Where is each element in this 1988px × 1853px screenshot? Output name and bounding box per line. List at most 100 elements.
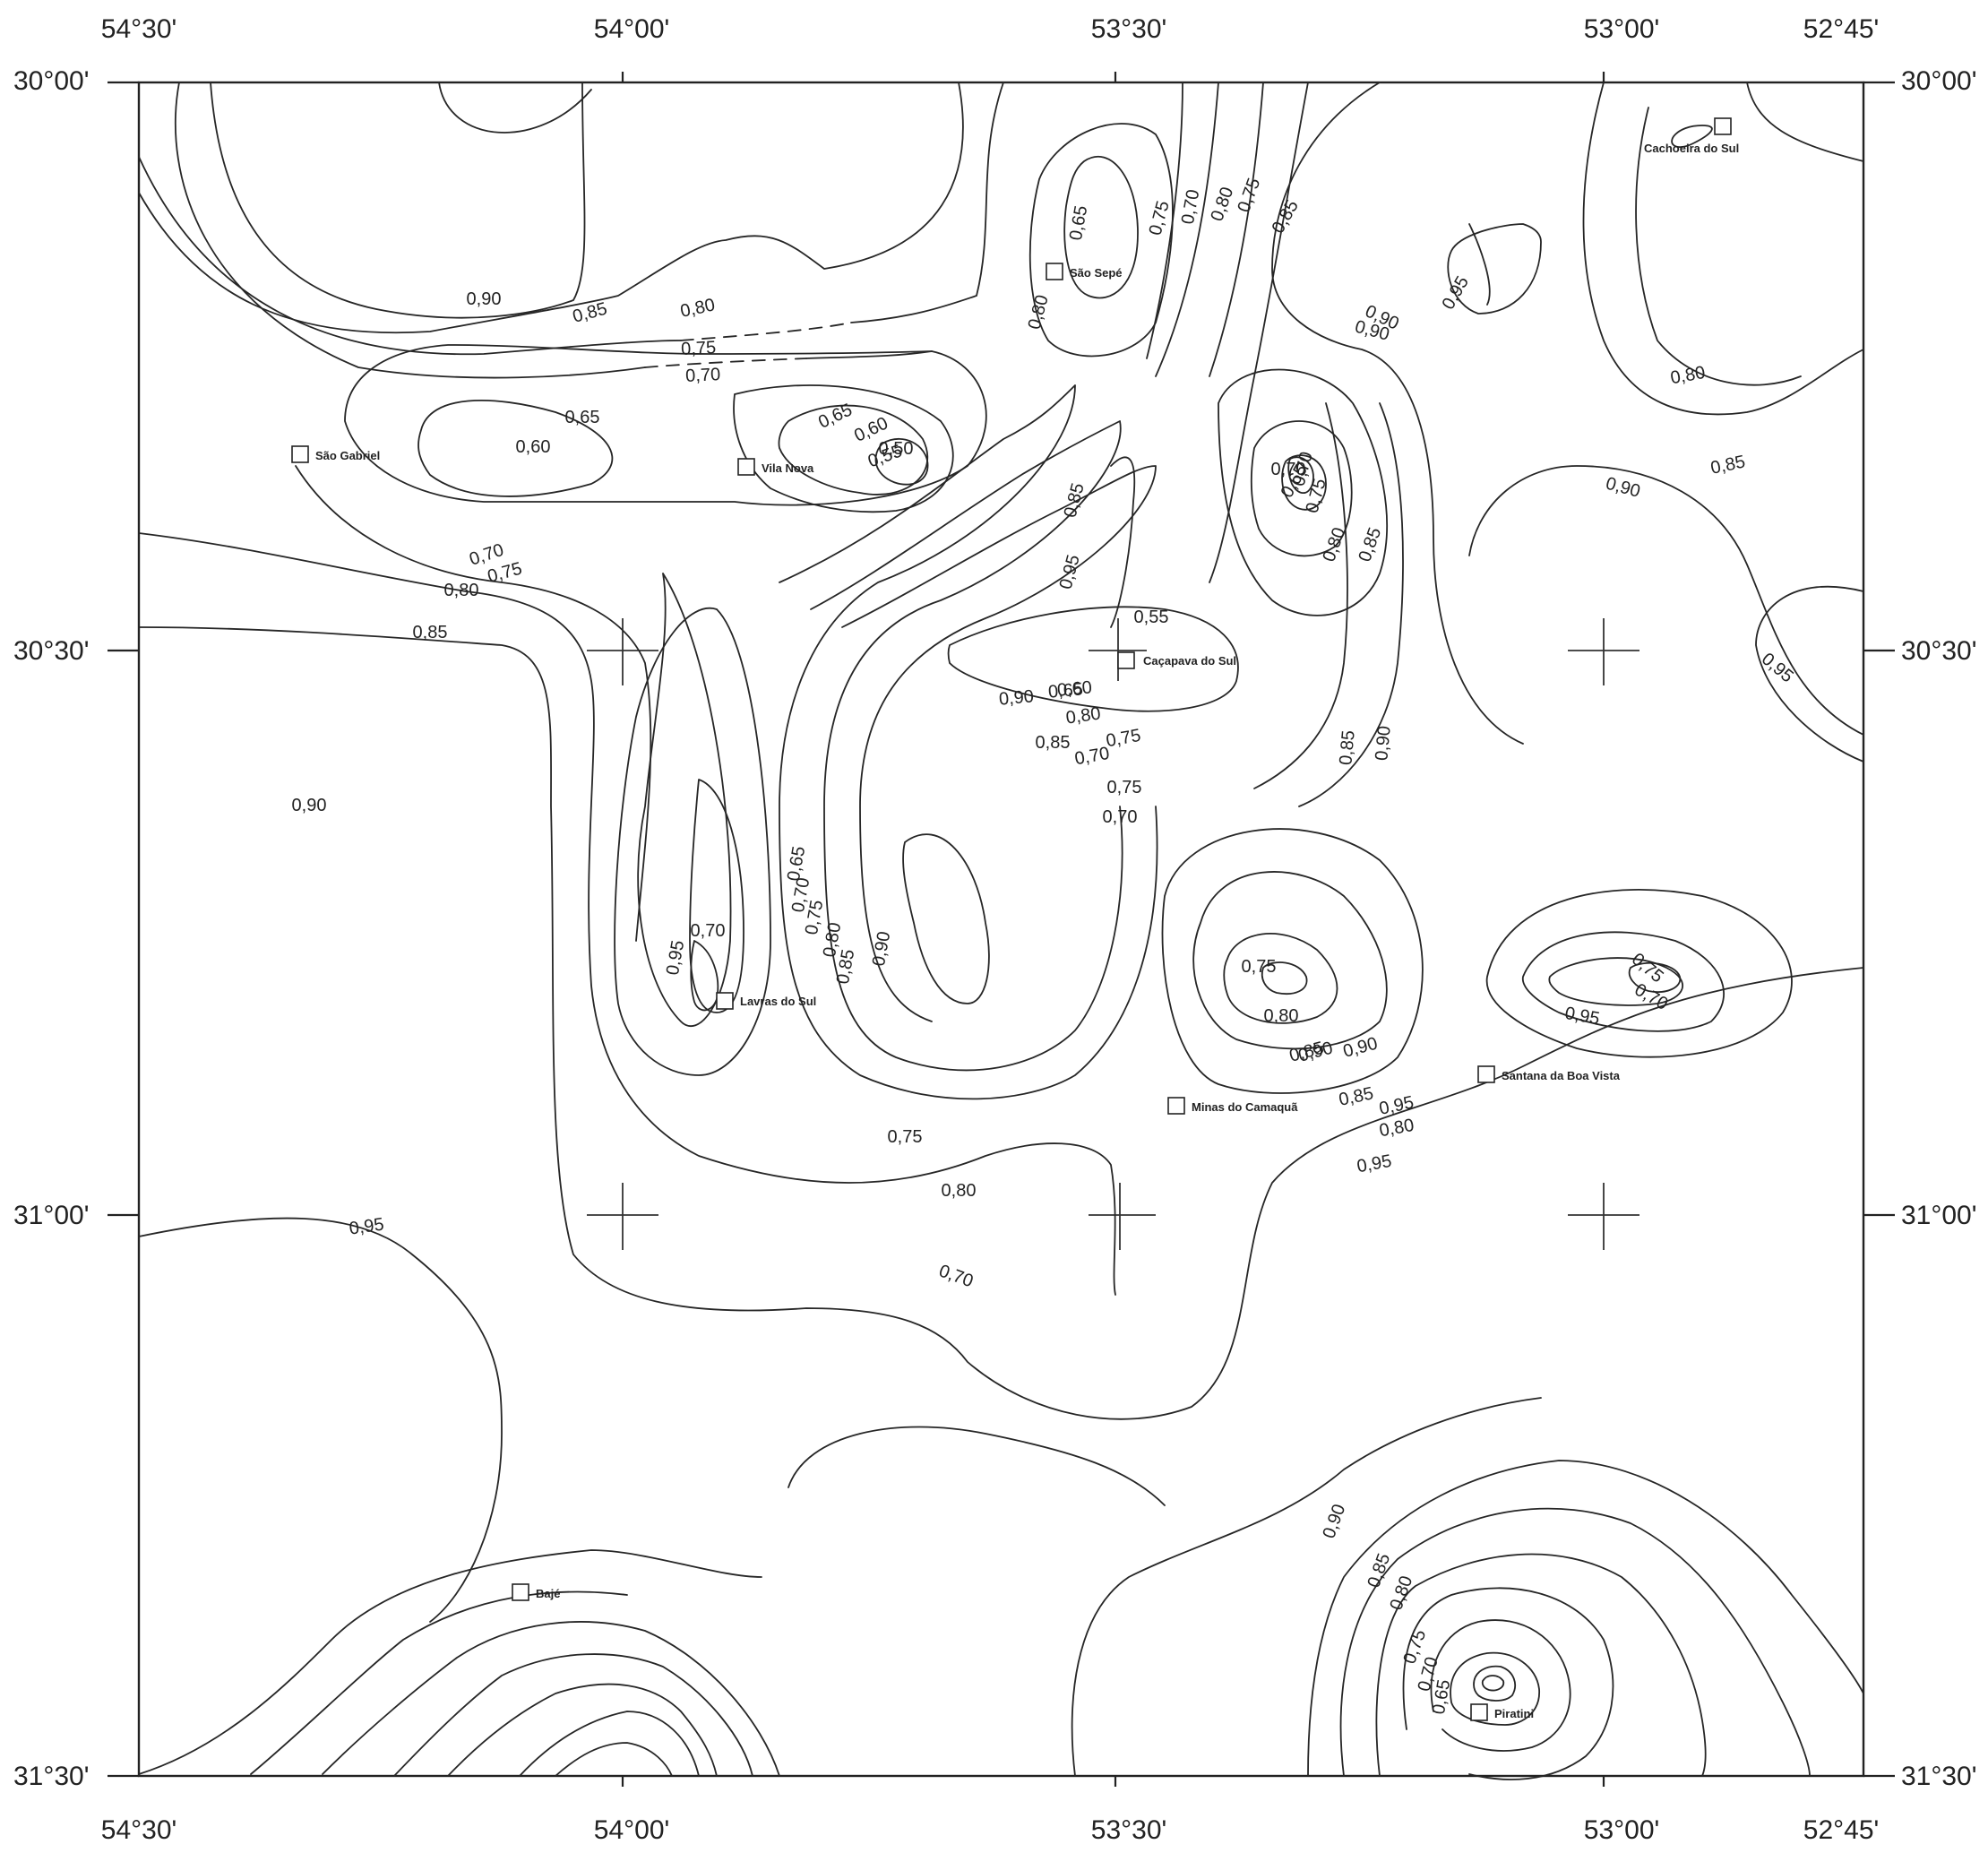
lat-label-right: 30°00' (1901, 66, 1976, 96)
contour-value-label: 0,70 (1073, 744, 1111, 769)
contour-value-label: 0,90 (998, 686, 1035, 709)
contour-value-label: 0,90 (869, 930, 894, 968)
lon-label-bottom: 53°00' (1584, 1815, 1659, 1845)
lat-label-right: 31°30' (1901, 1762, 1976, 1791)
lon-label-top: 54°30' (101, 14, 176, 44)
town-label: Vila Nova (762, 461, 814, 475)
contour-value-label: 0,95 (1056, 553, 1084, 591)
contour-value-label: 0,80 (1264, 1006, 1299, 1026)
contour-value-label: 0,95 (1355, 1151, 1393, 1176)
lat-label-right: 31°00' (1901, 1201, 1976, 1230)
town-label: Cachoeira do Sul (1644, 142, 1739, 155)
town-santana-da-boa-vista: Santana da Boa Vista (1477, 1065, 1621, 1083)
towns: São Gabriel Vila Nova São Sepé Caçapava … (291, 117, 1739, 1721)
town-sao-sepe: São Sepé (1046, 263, 1123, 280)
contour-value-label: 0,85 (1708, 452, 1747, 478)
contour-value-label: 0,95 (348, 1214, 385, 1238)
contour-value-label: 0,65 (565, 408, 600, 427)
graticule-crosses (587, 618, 1639, 1250)
contour-value-label: 0,85 (1269, 197, 1304, 237)
contour-value-label: 0,75 (1242, 957, 1277, 977)
contour-value-label: 0,95 (1439, 273, 1474, 314)
contour-value-label: 0,55 (1134, 608, 1169, 627)
town-sao-gabriel: São Gabriel (291, 445, 380, 463)
contour-value-label: 0,85 (1337, 1083, 1375, 1110)
town-label: São Sepé (1070, 266, 1123, 280)
contour-value-label: 0,75 (681, 338, 717, 359)
town-piratini: Piratini (1470, 1703, 1534, 1721)
contour-value-label: 0,90 (1372, 725, 1394, 762)
map-frame (137, 81, 1865, 1778)
town-cachoeira-do-sul: Cachoeira do Sul (1644, 117, 1739, 155)
contour-value-label: 0,75 (1146, 199, 1174, 237)
contour-value-label: 0,85 (1036, 733, 1071, 753)
town-lavras-do-sul: Lavras do Sul (716, 992, 816, 1010)
contour-value-label: 0,80 (1064, 703, 1102, 728)
contour-value-label: 0,60 (1056, 677, 1093, 700)
town-label: Santana da Boa Vista (1502, 1069, 1621, 1082)
contour-value-label: 0,80 (1319, 525, 1349, 565)
lon-label-bottom: 53°30' (1091, 1815, 1166, 1845)
town-label: São Gabriel (315, 449, 380, 462)
lon-label-top: 54°00' (594, 14, 669, 44)
lon-label-bottom: 54°30' (101, 1815, 176, 1845)
contour-value-label: 0,85 (1061, 481, 1089, 520)
town-vila-nova: Vila Nova (737, 458, 814, 476)
contour-value-label: 0,85 (1336, 729, 1358, 766)
contour-lines (138, 82, 1864, 1780)
contour-value-label: 0,80 (942, 1181, 977, 1201)
town-baje: Bajé (512, 1583, 560, 1601)
contour-value-label: 0,75 (1107, 778, 1142, 797)
contour-value-label: 0,75 (888, 1127, 923, 1147)
contour-value-label: 0,50 (879, 439, 914, 459)
contour-value-label: 0,85 (1364, 1551, 1394, 1590)
lat-label-left: 31°00' (13, 1201, 89, 1230)
lon-label-top: 52°45' (1803, 14, 1879, 44)
contour-labels: 0,90 0,85 0,800,750,700,650,600,650,600,55… (292, 176, 1797, 1716)
town-label: Lavras do Sul (740, 995, 816, 1008)
contour-value-label: 0,80 (444, 581, 479, 600)
lat-label-right: 30°30' (1901, 636, 1976, 666)
lon-label-bottom: 54°00' (594, 1815, 669, 1845)
town-label: Minas do Camaquã (1192, 1100, 1298, 1114)
contour-value-label: 0,80 (1386, 1573, 1416, 1613)
lat-label-left: 30°00' (13, 66, 89, 96)
contour-value-label: 0,70 (936, 1261, 976, 1291)
contour-value-label: 0,90 (292, 796, 327, 815)
contour-value-label: 0,90 (1319, 1502, 1349, 1541)
contour-value-label: 0,70 (691, 921, 726, 941)
lon-label-bottom: 52°45' (1803, 1815, 1879, 1845)
contour-value-label: 0,90 (467, 289, 502, 309)
lon-label-top: 53°30' (1091, 14, 1166, 44)
contour-value-label: 0,95 (1758, 649, 1797, 686)
contour-value-label: 0,70 (1103, 807, 1138, 827)
town-label: Piratini (1494, 1707, 1534, 1720)
contour-value-label: 0,95 (663, 939, 688, 977)
contour-value-label: 0,80 (1025, 293, 1053, 332)
lat-label-left: 30°30' (13, 636, 89, 666)
contour-value-label: 0,80 (1207, 185, 1237, 224)
contour-value-label: 0,75 (1105, 726, 1142, 751)
contour-value-label: 0,70 (1178, 188, 1203, 226)
contour-value-label: 0,80 (678, 295, 717, 322)
contour-value-label: 0,70 (685, 365, 721, 386)
contour-value-label: 0,70 (1271, 460, 1306, 479)
contour-value-label: 0,60 (516, 437, 551, 457)
contour-value-label: 0,80 (1669, 363, 1707, 388)
contour-value-label: 0,85 (571, 299, 609, 327)
contour-value-label: 0,75 (1234, 176, 1264, 215)
town-minas-do-camaqua: Minas do Camaquã (1167, 1097, 1298, 1115)
contour-value-label: 0,65 (1066, 204, 1091, 242)
lon-label-top: 53°00' (1584, 14, 1659, 44)
contour-value-label: 0,65 (1047, 679, 1084, 702)
contour-value-label: 0,80 (1378, 1116, 1416, 1141)
contour-value-label: 0,90 (1341, 1034, 1380, 1062)
lat-label-left: 31°30' (13, 1762, 89, 1791)
contour-value-label: 0,95 (1563, 1004, 1601, 1029)
town-cacapava-do-sul: Caçapava do Sul (1117, 651, 1236, 669)
border-ticks (108, 72, 1895, 1787)
contour-value-label: 0,90 (1604, 474, 1642, 502)
coordinate-labels: 54°30' 54°00' 53°30' 53°00' 52°45' 54°30… (13, 14, 1976, 1845)
town-label: Bajé (536, 1587, 560, 1600)
